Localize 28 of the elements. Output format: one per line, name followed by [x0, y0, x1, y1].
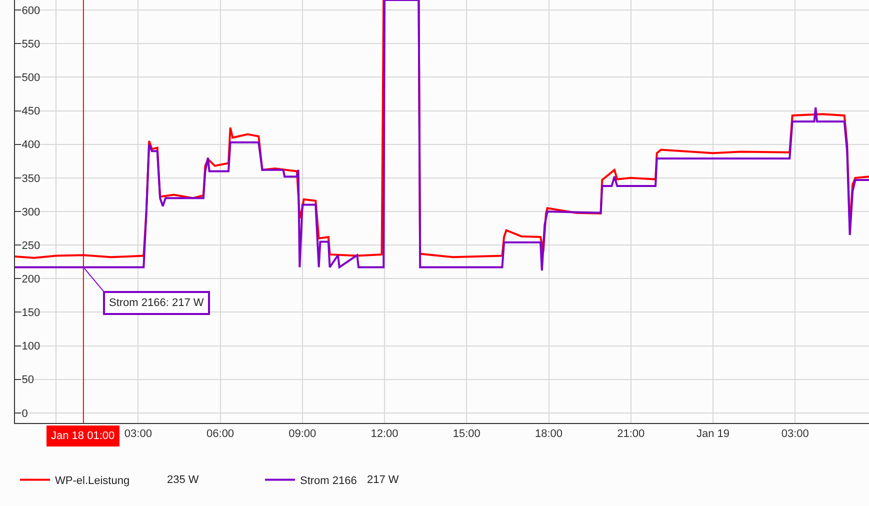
y-tick-label: 500 — [22, 72, 40, 84]
y-tick-label: 450 — [22, 106, 40, 118]
x-tick-label: 12:00 — [370, 428, 398, 440]
y-tick-label: 250 — [22, 240, 40, 252]
y-tick-label: 150 — [22, 307, 40, 320]
text: 235 W — [167, 474, 200, 486]
legend-label: WP-el.Leistung — [55, 475, 130, 488]
x-tick-label: 03:00 — [781, 428, 809, 440]
x-tick-label: 03:00 — [124, 428, 152, 440]
y-tick-label: 400 — [22, 139, 40, 152]
y-tick-label: 350 — [22, 172, 40, 185]
x-tick-label: 15:00 — [452, 428, 480, 440]
y-tick-label: 0 — [22, 408, 28, 420]
y-tick-label: 100 — [22, 340, 40, 353]
legend-label: Strom 2166 — [300, 475, 357, 488]
text: 217 W — [367, 474, 400, 486]
x-tick-label: Jan 19 — [696, 428, 730, 440]
y-tick-label: 300 — [22, 206, 40, 218]
x-tick-label: 18:00 — [534, 428, 563, 440]
annotation: Strom 2166: 217 W — [109, 297, 204, 309]
y-tick-label: 200 — [22, 273, 40, 286]
x-tick-label: 06:00 — [206, 428, 234, 440]
y-tick-label: 50 — [22, 374, 34, 386]
y-tick-label: 550 — [22, 38, 40, 50]
ref-line-label: Jan 18 01:00 — [51, 430, 115, 442]
x-tick-label: 09:00 — [288, 428, 316, 440]
x-tick-label: 21:00 — [617, 428, 645, 440]
y-tick-label: 600 — [22, 4, 40, 17]
